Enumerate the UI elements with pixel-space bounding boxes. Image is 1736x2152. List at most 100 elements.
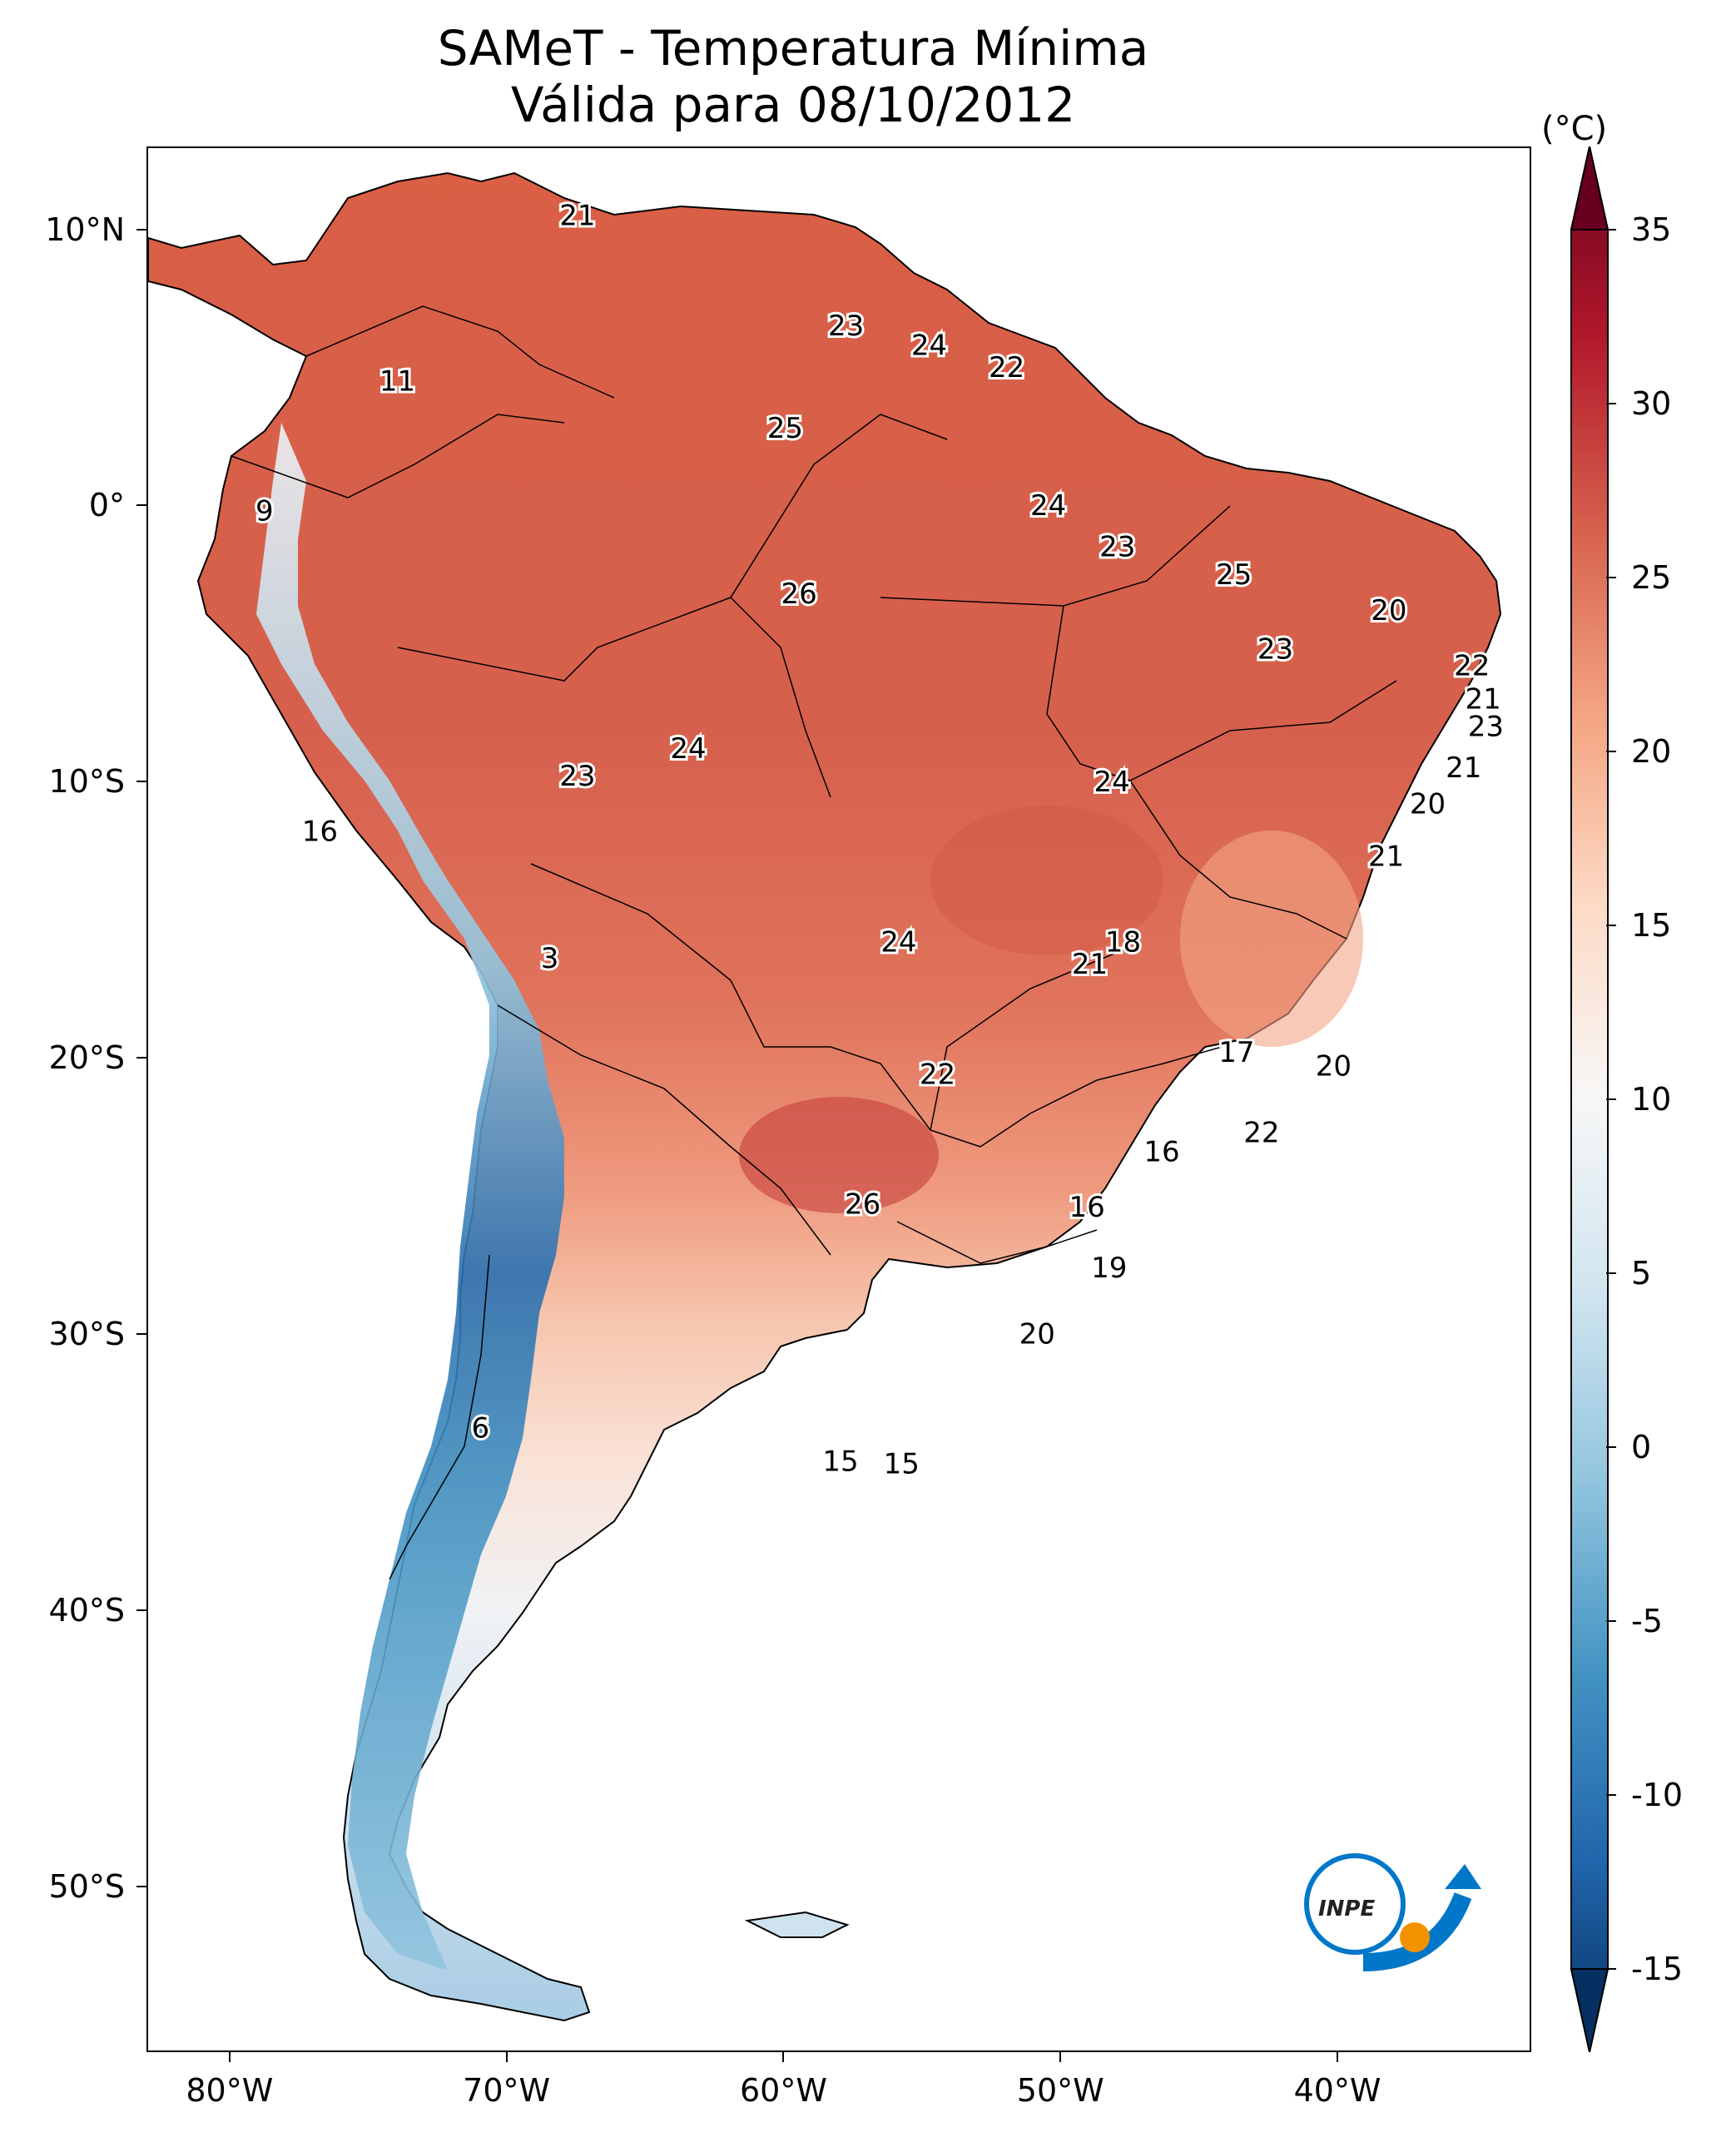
temperature-value-label: 26 [781, 578, 816, 611]
colorbar-tick [1606, 229, 1616, 231]
temperature-value-label: 15 [884, 1448, 920, 1481]
continent-shape [148, 171, 1502, 2022]
colorbar-tick-label: 0 [1631, 1429, 1652, 1465]
temperature-value-label: 23 [1257, 633, 1293, 667]
temperature-value-label: 22 [1454, 649, 1490, 682]
colorbar-tick [1606, 1098, 1616, 1100]
temperature-value-label: 21 [1465, 682, 1500, 716]
longitude-tick [1059, 2052, 1062, 2062]
latitude-tick [136, 504, 146, 507]
temperature-value-label: 23 [559, 760, 595, 793]
temperature-value-label: 22 [989, 351, 1024, 384]
longitude-tick-label: 80°W [186, 2072, 274, 2109]
colorbar-tick-label: 10 [1631, 1081, 1672, 1118]
colorbar-tick [1606, 1794, 1616, 1796]
colorbar-tick-label: -10 [1631, 1777, 1684, 1813]
temperature-value-label: 21 [1368, 840, 1404, 873]
colorbar-tick [1606, 925, 1616, 926]
temperature-value-label: 24 [911, 329, 947, 362]
temperature-value-label: 22 [1243, 1116, 1279, 1149]
latitude-tick-label: 10°S [48, 763, 125, 801]
colorbar-tick [1606, 1446, 1616, 1448]
temperature-value-label: 21 [1072, 948, 1108, 981]
temperature-value-label: 24 [1030, 489, 1066, 523]
temperature-value-label: 22 [920, 1059, 955, 1092]
latitude-tick-label: 50°S [48, 1867, 125, 1905]
map-title-line1: SAMeT - Temperatura Mínima [437, 20, 1149, 77]
longitude-tick-label: 70°W [463, 2072, 551, 2109]
longitude-tick [1337, 2052, 1339, 2062]
temperature-value-label: 20 [1410, 787, 1446, 821]
colorbar-tick [1606, 751, 1616, 752]
latitude-tick [136, 1885, 146, 1887]
colorbar-tick-label: 30 [1631, 385, 1672, 422]
colorbar-tick-label: 25 [1631, 559, 1672, 596]
temperature-value-label: 20 [1316, 1050, 1352, 1083]
colorbar-unit: (°C) [1541, 110, 1608, 148]
latitude-tick [136, 781, 146, 783]
colorbar-tick [1606, 1620, 1616, 1622]
temperature-value-label: 17 [1218, 1036, 1254, 1069]
temperature-value-label: 16 [1143, 1136, 1179, 1169]
map-frame[interactable]: 21 11 23 24 22 25 9 24 23 25 26 20 23 22 21 23 24 23 24 21 2… [146, 146, 1531, 2052]
cool-patch-east [1180, 831, 1363, 1047]
latitude-tick [136, 228, 146, 231]
latitude-tick-label: 30°S [48, 1316, 125, 1353]
longitude-tick [228, 2052, 231, 2062]
longitude-tick [505, 2052, 508, 2062]
country-borders [231, 305, 1397, 1580]
temperature-value-label: 25 [1216, 558, 1252, 592]
temperature-value-label: 24 [880, 925, 916, 959]
colorbar-tick [1606, 1968, 1616, 1970]
temperature-value-label: 25 [767, 412, 803, 445]
temperature-value-label: 20 [1019, 1318, 1055, 1351]
temperature-value-label: 9 [255, 495, 274, 528]
longitude-tick [782, 2052, 785, 2062]
latitude-tick-label: 20°S [48, 1039, 125, 1077]
hot-spot-chaco [739, 1097, 939, 1213]
temperature-value-label: 21 [559, 199, 595, 232]
temperature-value-label: 18 [1105, 925, 1141, 959]
temperature-value-label: 6 [472, 1411, 490, 1445]
temperature-value-label: 26 [845, 1188, 880, 1222]
temperature-value-label: 21 [1446, 751, 1481, 785]
colorbar-tick [1606, 403, 1616, 404]
latitude-tick-label: 10°N [45, 211, 125, 248]
inpe-logo-text: INPE [1318, 1897, 1375, 1921]
temperature-value-label: 16 [1069, 1191, 1105, 1224]
latitude-tick [136, 1609, 146, 1611]
latitude-tick-label: 40°S [48, 1591, 125, 1629]
andes-cold-band [256, 423, 564, 1971]
colorbar-tick-label: -15 [1631, 1951, 1684, 1987]
temperature-value-label: 23 [828, 310, 864, 343]
temperature-value-label: 3 [541, 942, 559, 975]
temperature-value-label: 16 [302, 816, 338, 849]
temperature-value-label: 24 [670, 732, 706, 766]
falkland-islands [744, 1911, 850, 1938]
colorbar-tick [1606, 1272, 1616, 1274]
temperature-value-label: 20 [1371, 594, 1406, 627]
longitude-tick-label: 40°W [1293, 2072, 1381, 2109]
colorbar-tick-label: 5 [1631, 1255, 1652, 1292]
temperature-value-label: 24 [1094, 766, 1130, 799]
temperature-value-label: 11 [379, 365, 415, 399]
temperature-value-label: 23 [1468, 710, 1504, 743]
latitude-tick [136, 1333, 146, 1336]
temperature-value-label: 23 [1099, 531, 1135, 564]
latitude-tick-label: 0° [88, 487, 125, 524]
map-title-line2: Válida para 08/10/2012 [510, 77, 1076, 133]
colorbar-tick-label: 15 [1631, 907, 1672, 944]
hot-spot-interior [930, 806, 1163, 955]
colorbar-tick-label: 35 [1631, 211, 1672, 248]
inpe-logo: INPE [1304, 1853, 1481, 1971]
temperature-value-label: 15 [822, 1445, 858, 1478]
colorbar-tick-label: 20 [1631, 733, 1672, 770]
latitude-tick [136, 1057, 146, 1059]
longitude-tick-label: 50°W [1016, 2072, 1104, 2109]
colorbar-tick-label: -5 [1631, 1603, 1663, 1639]
longitude-tick-label: 60°W [739, 2072, 827, 2109]
colorbar-tick [1606, 577, 1616, 578]
temperature-value-label: 19 [1091, 1252, 1127, 1285]
